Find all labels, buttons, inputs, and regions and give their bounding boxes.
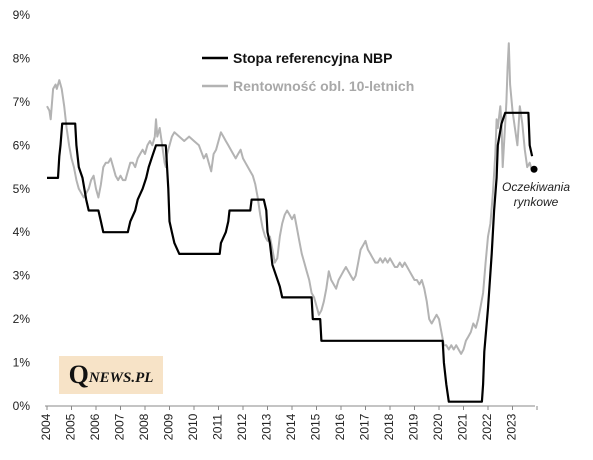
x-tick-label: 2017 — [358, 413, 372, 440]
y-axis: 0% 1% 2% 3% 4% 5% 6% 7% 8% 9% — [13, 8, 31, 413]
series-line-reference-rate — [47, 111, 534, 403]
x-tick-label: 2006 — [88, 413, 102, 440]
y-tick-label: 7% — [13, 95, 31, 109]
x-tick-label: 2009 — [162, 413, 176, 440]
y-tick-label: 4% — [13, 225, 31, 239]
logo-text: NEWS.PL — [88, 369, 154, 386]
x-tick-label: 2008 — [137, 413, 151, 440]
x-tick-label: 2007 — [113, 413, 127, 440]
x-tick-label: 2005 — [64, 413, 78, 440]
y-tick-label: 0% — [13, 399, 31, 413]
x-tick-label: 2016 — [333, 413, 347, 440]
annotation-line1: Oczekiwania — [502, 180, 570, 194]
x-tick-label: 2014 — [284, 413, 298, 440]
annotation-line2: rynkowe — [514, 195, 559, 209]
qnews-logo: Q NEWS.PL — [59, 356, 163, 394]
y-tick-label: 3% — [13, 269, 31, 283]
x-tick-label: 2004 — [39, 413, 53, 440]
legend-label-reference-rate: Stopa referencyjna NBP — [233, 50, 393, 66]
x-tick-label: 2022 — [480, 413, 494, 440]
x-tick-label: 2019 — [407, 413, 421, 440]
legend-label-bond-yield: Rentowność obl. 10-letnich — [233, 78, 414, 94]
y-tick-label: 2% — [13, 312, 31, 326]
series-line-bond-yield — [46, 42, 534, 355]
x-tick-label: 2012 — [235, 413, 249, 440]
x-tick-label: 2010 — [186, 413, 200, 440]
y-tick-label: 6% — [13, 138, 31, 152]
x-axis: 2004 2005 2006 2007 2008 2009 2010 2011 2012 2013… — [39, 413, 519, 440]
x-tick-label: 2011 — [211, 414, 225, 440]
market-expectation-marker — [530, 165, 538, 173]
x-tick-label: 2020 — [431, 413, 445, 440]
y-tick-label: 5% — [13, 182, 31, 196]
y-tick-label: 1% — [13, 356, 31, 370]
x-tick-label: 2013 — [260, 413, 274, 440]
logo-q: Q — [68, 360, 89, 389]
series-group — [46, 42, 534, 403]
x-tick-label: 2023 — [505, 413, 519, 440]
x-tick-label: 2015 — [309, 413, 323, 440]
y-tick-label: 9% — [13, 8, 31, 22]
y-tick-label: 8% — [13, 51, 31, 65]
x-tick-label: 2021 — [456, 413, 470, 440]
x-tick-label: 2018 — [382, 413, 396, 440]
x-axis-tickmarks — [46, 406, 538, 410]
